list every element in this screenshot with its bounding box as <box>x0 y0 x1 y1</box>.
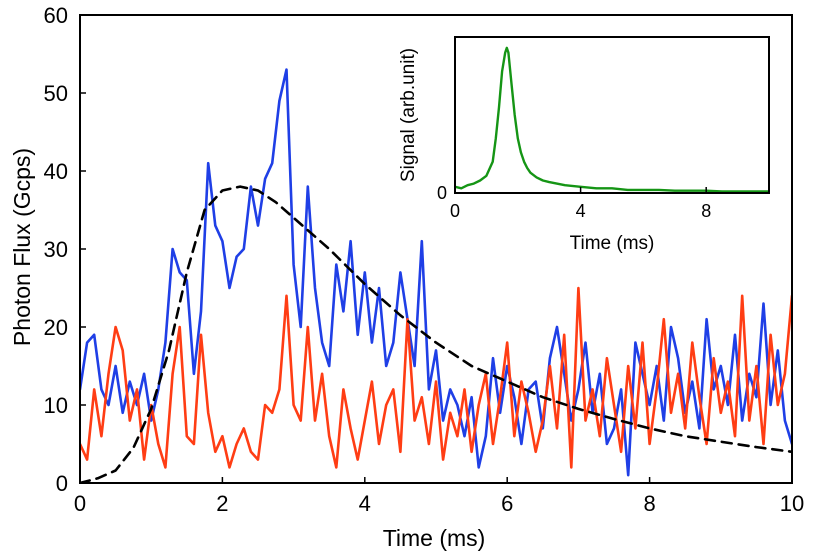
main-x-tick-label-5: 10 <box>780 491 804 516</box>
inset-x-axis-title: Time (ms) <box>570 233 655 254</box>
inset-background <box>455 37 769 193</box>
inset-x-tick-label-1: 4 <box>576 201 586 221</box>
main-series-line-0 <box>80 68 792 477</box>
main-y-tick-label-6: 60 <box>44 3 68 28</box>
inset-axes: 0 4 8 0 <box>437 36 770 221</box>
main-y-tick-label-2: 20 <box>44 315 68 340</box>
main-y-tick-label-3: 30 <box>44 237 68 262</box>
inset-plot-frame <box>454 36 770 194</box>
inset-series-line-0 <box>455 46 769 193</box>
main-series-line-1 <box>80 286 792 469</box>
main-y-tick-label-5: 50 <box>44 81 68 106</box>
main-y-tick-label-1: 10 <box>44 393 68 418</box>
inset-series-clip <box>455 46 769 193</box>
inset-series-group <box>455 46 769 193</box>
main-x-tick-label-0: 0 <box>74 491 86 516</box>
main-x-tick-label-4: 8 <box>643 491 655 516</box>
main-x-axis-title: Time (ms) <box>383 525 486 551</box>
inset-y-axis-title: Signal (arb.unit) <box>398 48 419 182</box>
main-y-tick-label-4: 40 <box>44 159 68 184</box>
main-x-tick-label-2: 4 <box>359 491 371 516</box>
main-series-line-2 <box>80 185 792 483</box>
main-x-tick-label-1: 2 <box>216 491 228 516</box>
main-y-tick-label-0: 0 <box>56 471 68 496</box>
main-series-group <box>80 68 792 483</box>
inset-x-tick-label-2: 8 <box>701 201 711 221</box>
inset-y-tick-label-0: 0 <box>437 183 447 203</box>
main-x-tick-label-3: 6 <box>501 491 513 516</box>
main-series-clip <box>80 68 792 483</box>
inset-plot: 0 4 8 0 Time (ms) Signal (arb.unit) <box>398 36 770 254</box>
inset-x-tick-label-0: 0 <box>450 201 460 221</box>
main-y-axis-title: Photon Flux (Gcps) <box>9 148 35 346</box>
